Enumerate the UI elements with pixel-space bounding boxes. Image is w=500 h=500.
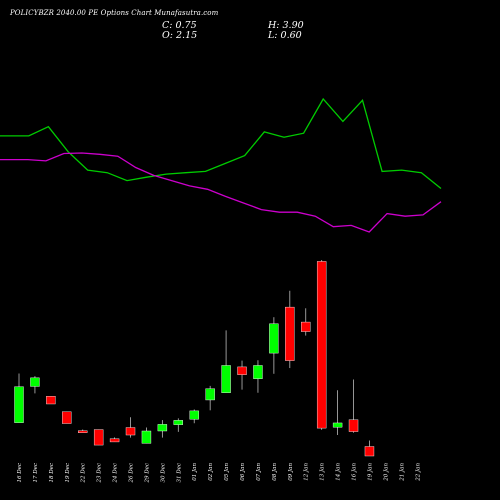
candle (30, 376, 40, 394)
x-axis-labels: 16 Dec 17 Dec 18 Dec 19 Dec 22 Dec 23 Dec 24 D… (17, 463, 421, 484)
x-tick-label: 07 Jan (256, 463, 262, 481)
x-tick-label: 29 Dec (144, 463, 150, 484)
candle-body-up (253, 365, 263, 379)
x-tick-label: 09 Jan (288, 463, 294, 481)
chart-title: POLICYBZR 2040.00 PE Options Chart Munaf… (10, 9, 219, 17)
x-tick-label: 23 Dec (97, 463, 103, 484)
candle-body-down (93, 429, 104, 446)
candle (93, 429, 104, 446)
x-tick-label: 14 Jan (336, 463, 342, 481)
candle (285, 290, 295, 369)
candle-body-up (157, 424, 168, 432)
x-tick-label: 06 Jan (240, 463, 246, 481)
x-tick-label: 05 Jan (224, 463, 230, 481)
x-tick-label: 12 Jan (304, 463, 310, 481)
high-value: H: 3.90 (268, 20, 304, 31)
candle-body-up (189, 410, 199, 420)
x-tick-label: 13 Jan (320, 463, 326, 481)
candle (189, 409, 199, 424)
candle-body-up (173, 420, 184, 425)
indicator-lines (0, 97, 442, 233)
candle-body-down (237, 366, 247, 375)
candle (237, 360, 247, 390)
x-tick-label: 21 Jan (399, 463, 405, 482)
candle-body-up (205, 388, 215, 401)
candle-body-down (364, 446, 375, 457)
x-tick-label: 24 Dec (113, 463, 119, 484)
candle (125, 417, 136, 438)
close-value: C: 0.75 (162, 20, 197, 31)
candle (14, 373, 24, 423)
candle (46, 396, 56, 405)
green-line (0, 97, 442, 190)
candle-body-down (78, 430, 88, 433)
candle-body-down (316, 261, 327, 429)
x-tick-label: 31 Dec (176, 463, 182, 483)
x-tick-label: 08 Jan (272, 463, 278, 481)
candle (253, 360, 263, 393)
candle-body-up (30, 377, 40, 387)
candle (141, 427, 152, 444)
candle-body-up (14, 386, 24, 423)
candle-body-down (46, 396, 56, 405)
candle (173, 418, 184, 432)
candle (301, 308, 311, 336)
candle (221, 330, 231, 393)
x-tick-label: 22 Jan (415, 463, 421, 482)
candle-body-down (62, 411, 72, 424)
x-tick-label: 22 Dec (81, 463, 87, 484)
x-tick-label: 19 Jan (368, 463, 374, 481)
candle-body-up (332, 422, 343, 428)
candle-body-down (109, 438, 120, 443)
candle (205, 385, 215, 411)
candle-body-up (269, 323, 279, 354)
x-tick-label: 16 Dec (17, 463, 23, 483)
x-tick-label: 30 Dec (160, 463, 166, 483)
candle (109, 437, 120, 443)
low-value: L: 0.60 (268, 30, 302, 41)
x-tick-label: 02 Jan (208, 463, 214, 481)
x-tick-label: 18 Dec (49, 463, 55, 483)
x-tick-label: 19 Dec (65, 463, 71, 483)
candle-body-down (125, 427, 136, 436)
candles (14, 260, 375, 457)
candle (332, 390, 343, 436)
x-tick-label: 20 Jan (383, 463, 389, 482)
candle (316, 260, 327, 430)
candle (348, 379, 359, 433)
x-tick-label: 01 Jan (192, 463, 198, 481)
candle-body-down (285, 306, 295, 361)
candle (269, 317, 279, 374)
x-tick-label: 16 Jan (352, 463, 358, 481)
candle-body-down (348, 419, 359, 432)
candle-body-up (221, 365, 231, 393)
open-value: O: 2.15 (162, 30, 198, 41)
candle (364, 440, 375, 457)
x-tick-label: 17 Dec (33, 463, 39, 483)
x-tick-label: 26 Dec (129, 463, 135, 484)
candle-body-up (141, 430, 152, 444)
candle-body-down (301, 321, 311, 332)
candle (157, 420, 168, 438)
candle (78, 429, 88, 433)
magenta-line (0, 152, 442, 233)
candle (62, 411, 72, 424)
